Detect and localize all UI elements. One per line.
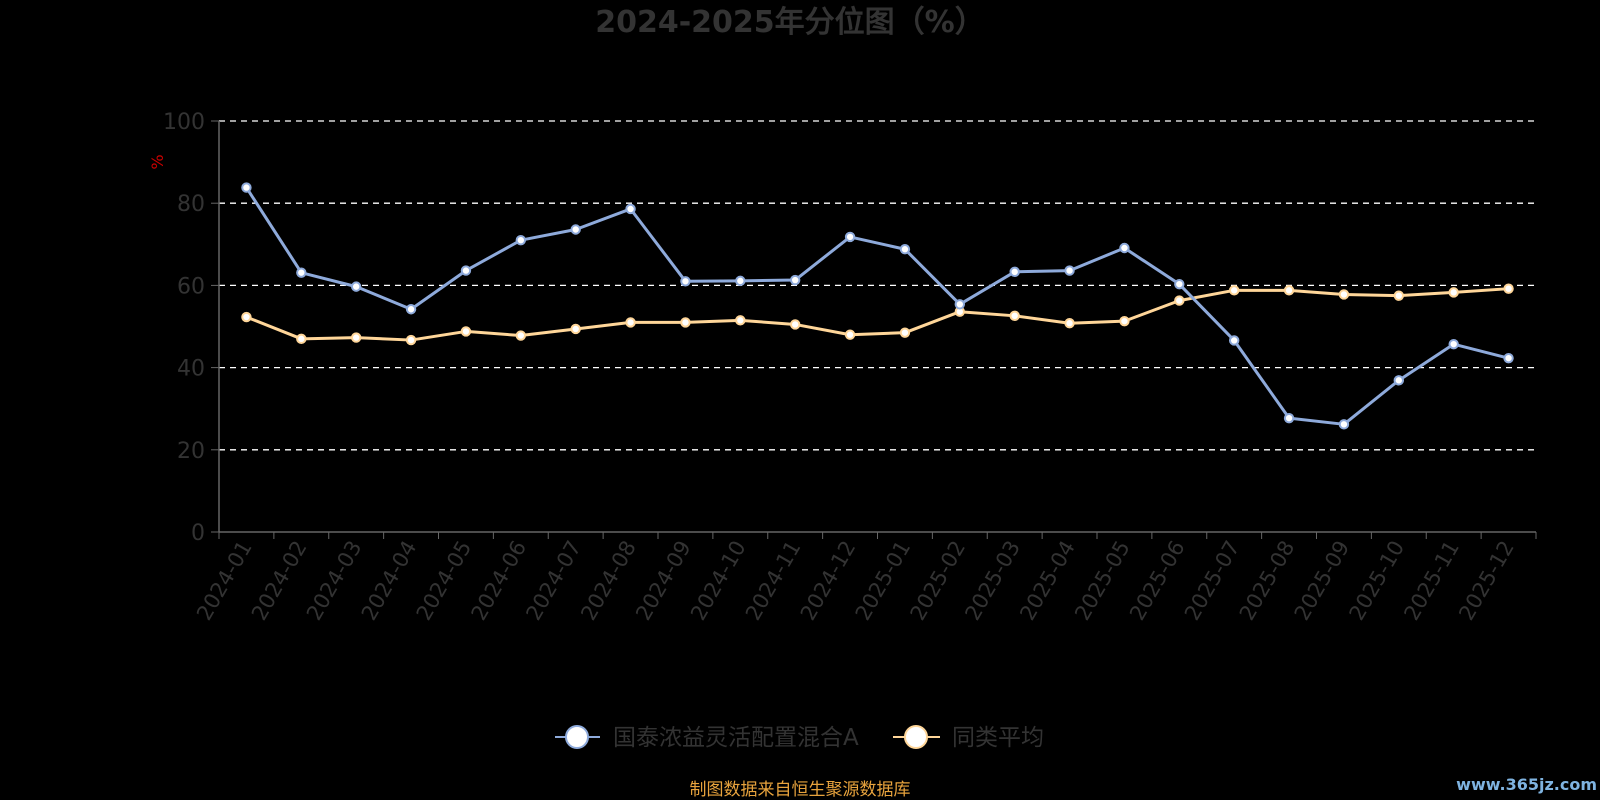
data-point-fund [844,231,856,243]
data-point-average [296,333,307,345]
data-point-average [405,334,417,346]
data-point-average [1393,290,1405,301]
data-point-fund [241,182,252,193]
data-point-average [241,311,252,323]
y-axis-unit: % [148,154,167,169]
data-point-fund [350,281,362,292]
data-point-average [1119,315,1130,327]
legend-marker-average [904,725,928,749]
legend-marker-fund [565,725,589,749]
data-point-average [460,326,472,337]
data-point-fund [460,265,472,276]
data-point-average [789,319,801,330]
series-line-average [245,287,1509,342]
data-point-fund [1064,265,1075,276]
legend-item-average[interactable]: 同类平均 [893,725,1044,751]
data-point-fund [515,234,527,246]
legend-item-fund[interactable]: 国泰浓益灵活配置混合A [555,725,859,751]
data-point-average [625,317,636,328]
data-point-average [1283,285,1295,296]
chart-title: 2024-2025年分位图（%） [595,5,985,40]
x-tick-label: 2025-12 [1454,537,1519,625]
data-point-average [1448,287,1459,298]
data-point-fund [1174,278,1185,290]
data-point-fund [625,203,636,215]
data-point-fund [789,274,801,286]
data-source-note: 制图数据来自恒生聚源数据库 [690,780,911,800]
data-point-average [844,329,856,340]
data-point-fund [735,275,746,287]
data-point-average [735,315,746,326]
data-point-average [1503,283,1514,294]
data-point-fund [405,304,417,315]
y-tick-label: 20 [177,439,205,464]
data-point-fund [899,244,911,255]
data-point-fund [1338,419,1350,430]
data-point-fund [296,267,307,278]
data-point-average [1174,295,1185,306]
data-point-average [680,317,691,328]
data-point-fund [680,276,691,287]
y-tick-label: 80 [177,192,205,217]
data-point-fund [1119,242,1130,254]
data-point-fund [1448,338,1459,350]
data-point-average [1009,310,1020,322]
series-line-fund [245,186,1509,426]
legend[interactable]: 国泰浓益灵活配置混合A 同类平均 [555,725,1044,751]
data-point-average [570,323,581,335]
data-point-average [1228,285,1240,296]
data-point-fund [1009,266,1020,278]
data-point-fund [1228,335,1240,346]
data-point-average [515,330,527,341]
y-tick-label: 100 [163,110,205,135]
data-point-fund [1393,375,1405,386]
data-point-average [1064,318,1075,329]
y-tick-label: 40 [177,357,205,382]
data-point-average [899,327,911,338]
legend-label-average: 同类平均 [952,725,1044,751]
grid-lines [219,120,1536,451]
watermark: www.365jz.com [1456,775,1597,794]
legend-label-fund: 国泰浓益灵活配置混合A [613,725,859,751]
data-point-average [350,332,362,343]
data-point-average [1338,289,1350,300]
y-tick-label: 0 [191,521,205,546]
data-point-fund [1283,412,1295,424]
series-layer [241,182,1514,430]
data-point-fund [954,299,966,310]
y-tick-label: 60 [177,274,205,299]
data-point-fund [570,224,581,235]
data-point-fund [1503,352,1514,364]
